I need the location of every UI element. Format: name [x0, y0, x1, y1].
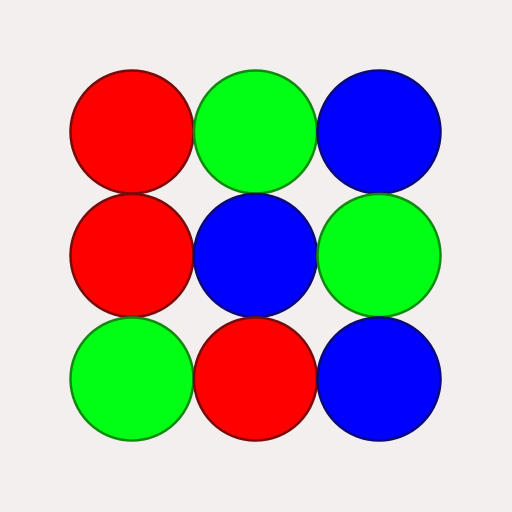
- ball-green-r2-c3[interactable]: [316, 192, 442, 319]
- ball-red-r2-c1[interactable]: [69, 192, 195, 319]
- ball-blue-r3-c3[interactable]: [316, 316, 442, 442]
- ball-blue-r1-c3[interactable]: [316, 69, 442, 195]
- ball-green-r1-c2[interactable]: [192, 69, 319, 195]
- ball-red-r3-c2[interactable]: [192, 316, 319, 442]
- ball-blue-r2-c2[interactable]: [192, 192, 319, 319]
- ball-grid: [69, 69, 442, 442]
- ball-red-r1-c1[interactable]: [69, 69, 195, 195]
- ball-green-r3-c1[interactable]: [69, 316, 195, 442]
